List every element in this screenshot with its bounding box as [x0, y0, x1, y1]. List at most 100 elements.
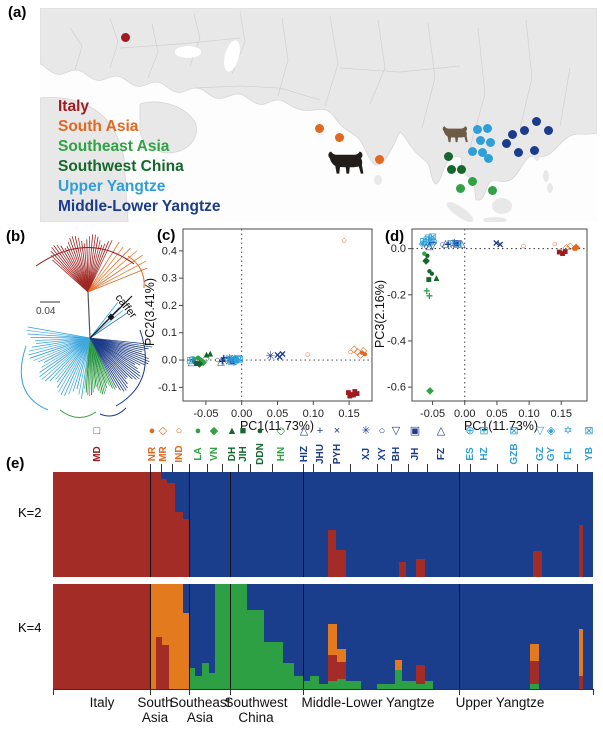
ancestry-band-b: [195, 584, 203, 677]
admixture-segment: [346, 472, 400, 577]
map-dot-middle_lower_yangtze: [543, 125, 553, 135]
ancestry-band-b: [161, 472, 169, 480]
pop-marker-DDN: ●: [256, 425, 264, 437]
map-dot-south_asia: [374, 154, 384, 164]
admixture-segment: [582, 472, 593, 577]
svg-text:▽: ▽: [429, 240, 437, 251]
population-tick: [238, 464, 239, 472]
admixture-segment: [168, 584, 184, 689]
svg-text:◈: ◈: [426, 239, 434, 250]
pop-marker-NR: ●: [148, 425, 156, 437]
ancestry-band-r: [327, 655, 338, 681]
svg-text:⊞: ⊞: [455, 240, 463, 251]
admixture-segment: [578, 472, 584, 577]
svg-text:●: ●: [191, 353, 197, 364]
pop-label-YB: YB: [583, 447, 595, 461]
svg-text:▣: ▣: [452, 239, 461, 250]
ancestry-band-o: [327, 623, 338, 656]
ancestry-band-g: [283, 662, 295, 689]
pop-label-VN: VN: [208, 447, 220, 461]
region-boundary-line: [189, 472, 191, 577]
svg-text:▽: ▽: [223, 355, 231, 366]
svg-text:○: ○: [439, 240, 445, 251]
svg-text:■: ■: [194, 358, 200, 369]
svg-text:-0.05: -0.05: [420, 408, 445, 420]
region-boundary-line: [150, 584, 152, 689]
admixture-segment: [583, 584, 593, 689]
admixture-segment: [189, 472, 329, 577]
legend-item-south_asia: South Asia: [58, 118, 139, 135]
population-tick: [172, 464, 173, 472]
svg-text:-0.4: -0.4: [387, 335, 406, 347]
admixture-segment: [175, 472, 184, 577]
pop-label-DDN: DDN: [254, 443, 266, 465]
svg-text:▲: ▲: [205, 349, 215, 360]
svg-text:■: ■: [352, 387, 358, 398]
ancestry-band-g: [346, 680, 362, 689]
ancestry-band-r: [53, 584, 151, 689]
svg-text:◆: ◆: [422, 256, 430, 267]
pop-marker-MD: □: [93, 425, 101, 437]
svg-text:■: ■: [345, 388, 351, 399]
svg-text:○: ○: [193, 358, 199, 369]
svg-text:0.4: 0.4: [162, 245, 177, 257]
pop-label-JH: JH: [409, 447, 421, 461]
svg-text:×: ×: [276, 350, 283, 364]
svg-text:△: △: [217, 357, 225, 368]
ancestry-band-b: [202, 584, 210, 663]
region-tick: [303, 689, 304, 695]
map-dot-southwest_china: [446, 164, 456, 174]
svg-text:■: ■: [350, 390, 356, 401]
ancestry-band-o: [529, 643, 540, 661]
admixture-segment: [53, 584, 151, 689]
admixture-segment: [155, 584, 163, 689]
ancestry-band-b: [327, 584, 338, 624]
ancestry-band-g: [529, 683, 540, 689]
ancestry-band-g: [424, 680, 434, 689]
region-label-middle-lower-yangtze: Middle-Lower Yangtze: [301, 695, 435, 710]
svg-text:✳: ✳: [265, 349, 275, 363]
svg-text:●: ●: [424, 250, 430, 261]
svg-text:◆: ◆: [572, 242, 580, 253]
admixture-segment: [318, 584, 329, 689]
pop-marker-XY: ○: [378, 425, 386, 437]
ancestry-band-r: [578, 676, 584, 689]
admixture-baseline: [53, 689, 593, 690]
svg-text:●: ●: [421, 249, 427, 260]
admixture-segment: [360, 584, 378, 689]
pop-label-JHU: JHU: [314, 444, 326, 465]
ancestry-band-b: [335, 472, 347, 550]
svg-text:⊞: ⊞: [230, 355, 238, 366]
ancestry-band-g: [337, 678, 347, 689]
region-label-southwest: Southwest China: [224, 695, 288, 725]
admixture-segment: [162, 584, 170, 689]
pop-marker-JIH: ■: [239, 425, 247, 437]
region-boundary-line: [459, 472, 461, 577]
population-tick: [150, 464, 151, 472]
svg-text:⊕: ⊕: [449, 238, 457, 249]
admixture-segment: [578, 584, 584, 689]
ancestry-band-g: [401, 680, 417, 689]
svg-text:△: △: [442, 239, 450, 250]
ancestry-band-o: [182, 613, 190, 689]
svg-text:✡: ✡: [226, 356, 234, 367]
ancestry-band-g: [377, 683, 396, 689]
svg-text:●: ●: [195, 353, 201, 364]
svg-text:⊞: ⊞: [425, 233, 433, 244]
pop-label-HIZ: HIZ: [298, 445, 310, 463]
ancestry-band-g: [215, 584, 248, 689]
population-tick: [427, 464, 428, 472]
svg-text:◆: ◆: [199, 357, 207, 368]
svg-text:◇: ◇: [566, 241, 574, 252]
svg-text:◇: ◇: [357, 349, 365, 360]
geographic-map: Italy South Asia Southeast Asia Southwest C…: [40, 8, 597, 222]
ancestry-band-b: [247, 584, 265, 611]
svg-text:◇: ◇: [202, 354, 210, 365]
region-boundary-line: [230, 472, 232, 577]
admixture-segment: [202, 584, 210, 689]
svg-text:✳: ✳: [449, 237, 459, 251]
ancestry-band-b: [283, 584, 295, 663]
population-tick: [497, 464, 498, 472]
pop-label-MD: MD: [91, 446, 103, 462]
admixture-k4-row: [53, 584, 593, 689]
